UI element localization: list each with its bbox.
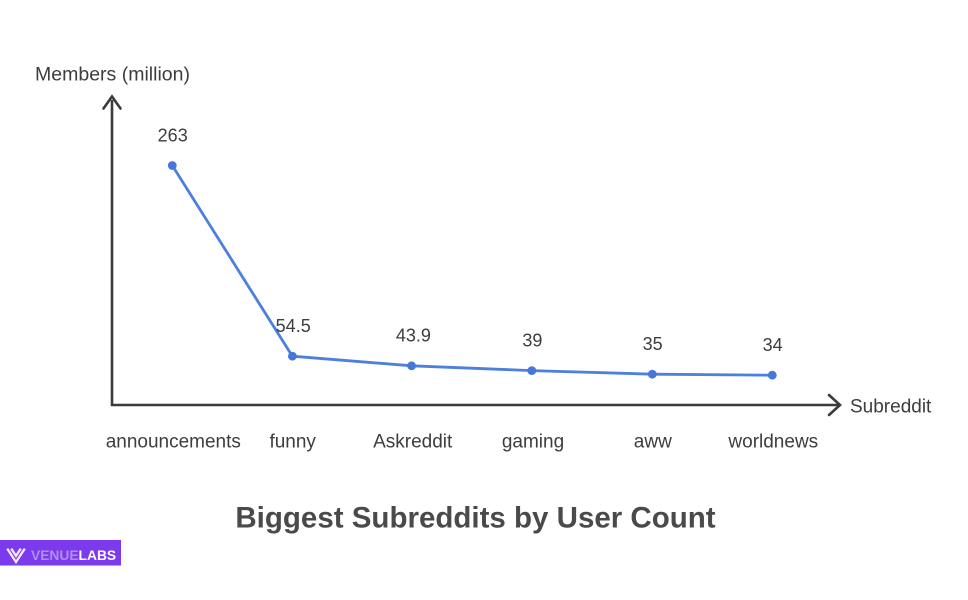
svg-text:funny: funny: [269, 432, 316, 453]
svg-text:263: 263: [158, 126, 188, 146]
svg-text:43.9: 43.9: [396, 326, 431, 346]
svg-text:34: 34: [763, 335, 783, 355]
svg-text:54.5: 54.5: [276, 316, 311, 336]
svg-text:VENUELABS: VENUELABS: [31, 548, 116, 563]
svg-text:worldnews: worldnews: [727, 432, 818, 453]
svg-text:Biggest Subreddits by User Cou: Biggest Subreddits by User Count: [235, 501, 715, 534]
svg-text:aww: aww: [634, 432, 672, 453]
svg-text:Subreddit: Subreddit: [850, 396, 932, 417]
svg-text:Askreddit: Askreddit: [373, 432, 453, 453]
svg-text:announcements: announcements: [106, 432, 241, 453]
svg-text:39: 39: [522, 331, 542, 351]
svg-text:35: 35: [643, 334, 663, 354]
svg-text:Members (million): Members (million): [35, 64, 190, 86]
svg-text:gaming: gaming: [502, 432, 564, 453]
